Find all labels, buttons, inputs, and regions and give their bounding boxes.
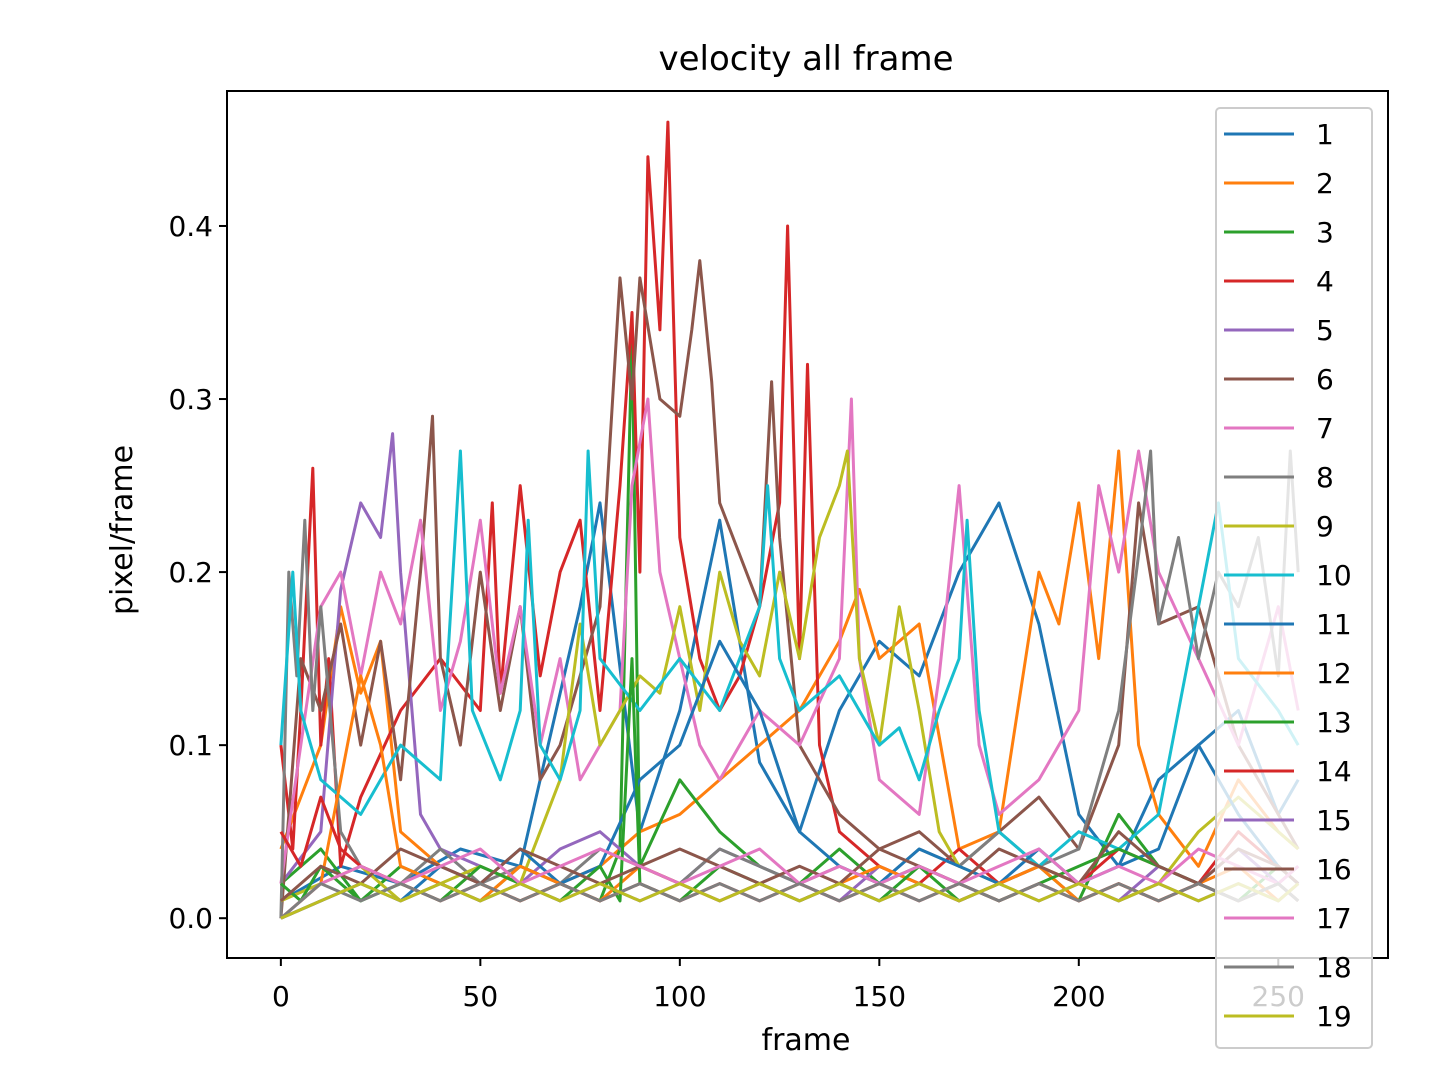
legend-label-6: 6	[1316, 363, 1334, 396]
legend-label-18: 18	[1316, 951, 1352, 984]
legend-label-8: 8	[1316, 461, 1334, 494]
series-line-19	[280, 882, 1300, 920]
legend-label-2: 2	[1316, 167, 1334, 200]
legend-label-12: 12	[1316, 657, 1352, 690]
legend-label-7: 7	[1316, 412, 1334, 445]
y-tick-label: 0.4	[168, 210, 213, 243]
legend-box	[1215, 107, 1373, 1049]
y-axis: 0.0 0.1 0.2 0.3 0.4	[168, 210, 227, 935]
y-axis-label: pixel/frame	[105, 445, 140, 615]
series-line-10	[279, 449, 1300, 868]
y-tick-label: 0.2	[168, 556, 213, 589]
legend-label-9: 9	[1316, 510, 1334, 543]
legend-label-4: 4	[1316, 265, 1334, 298]
legend-label-15: 15	[1316, 804, 1352, 837]
chart-title: velocity all frame	[658, 39, 953, 79]
legend-label-14: 14	[1316, 755, 1352, 788]
legend-label-11: 11	[1316, 608, 1352, 641]
series-line-7	[279, 397, 1300, 884]
series-line-6	[279, 259, 1300, 919]
legend-label-13: 13	[1316, 706, 1352, 739]
y-tick-label: 0.1	[168, 729, 213, 762]
y-tick-label: 0.0	[168, 902, 213, 935]
plot-lines	[279, 120, 1300, 920]
legend-label-1: 1	[1316, 118, 1334, 151]
plot-frame	[226, 90, 1389, 959]
y-tick-label: 0.3	[168, 383, 213, 416]
x-tick-label: 200	[1052, 980, 1105, 1013]
legend-label-5: 5	[1316, 314, 1334, 347]
legend-label-19: 19	[1316, 1000, 1352, 1033]
legend-label-3: 3	[1316, 216, 1334, 249]
legend-label-17: 17	[1316, 902, 1352, 935]
series-line-18	[279, 882, 1300, 920]
series-line-16	[279, 830, 1300, 903]
x-axis-label: frame	[762, 1023, 851, 1058]
legend-label-10: 10	[1316, 559, 1352, 592]
x-tick-label: 50	[463, 980, 499, 1013]
legend-label-16: 16	[1316, 853, 1352, 886]
x-tick-label: 100	[653, 980, 706, 1013]
x-tick-label: 150	[853, 980, 906, 1013]
x-tick-label: 0	[272, 980, 290, 1013]
